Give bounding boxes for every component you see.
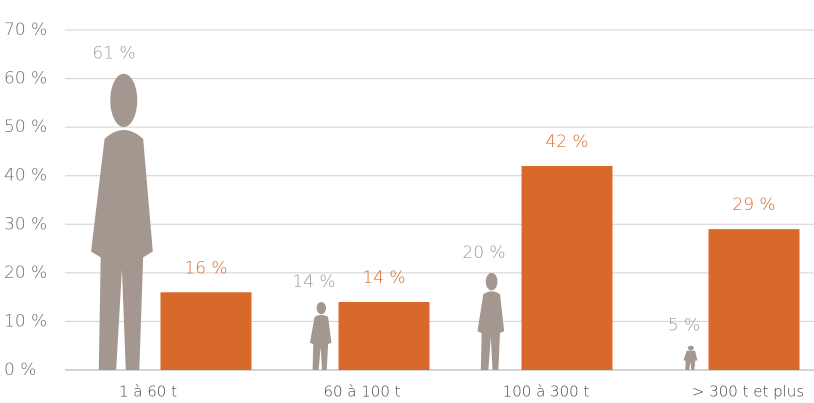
y-tick-label: 60 % [4, 69, 47, 89]
person-figure [310, 302, 332, 370]
value-label: 20 % [462, 243, 505, 263]
person-figure [91, 74, 153, 370]
y-tick-label: 70 % [4, 20, 47, 40]
value-label: 42 % [545, 132, 588, 152]
bar [709, 229, 800, 370]
x-tick-label: > 300 t et plus [692, 383, 804, 401]
value-label: 14 % [362, 268, 405, 288]
value-label: 5 % [668, 316, 700, 336]
bar [161, 292, 252, 370]
y-tick-label: 20 % [4, 263, 47, 283]
bar [522, 166, 613, 370]
person-figure [477, 273, 504, 370]
value-label: 29 % [732, 195, 775, 215]
y-tick-label: 30 % [4, 214, 47, 234]
value-label: 61 % [92, 44, 135, 64]
value-label: 16 % [184, 258, 227, 278]
chart: 0 % 10 % 20 % 30 % 40 % 50 % 60 % 70 % 61 % 16 % 1… [0, 0, 814, 403]
y-tick-label: 0 % [4, 360, 36, 380]
y-tick-label: 10 % [4, 311, 47, 331]
value-label: 14 % [292, 272, 335, 292]
y-tick-label: 40 % [4, 166, 47, 186]
y-tick-label: 50 % [4, 117, 47, 137]
person-figure [683, 346, 697, 370]
x-tick-label: 1 à 60 t [119, 383, 177, 401]
x-tick-label: 100 à 300 t [503, 383, 590, 401]
x-tick-label: 60 à 100 t [323, 383, 400, 401]
bar [339, 302, 430, 370]
